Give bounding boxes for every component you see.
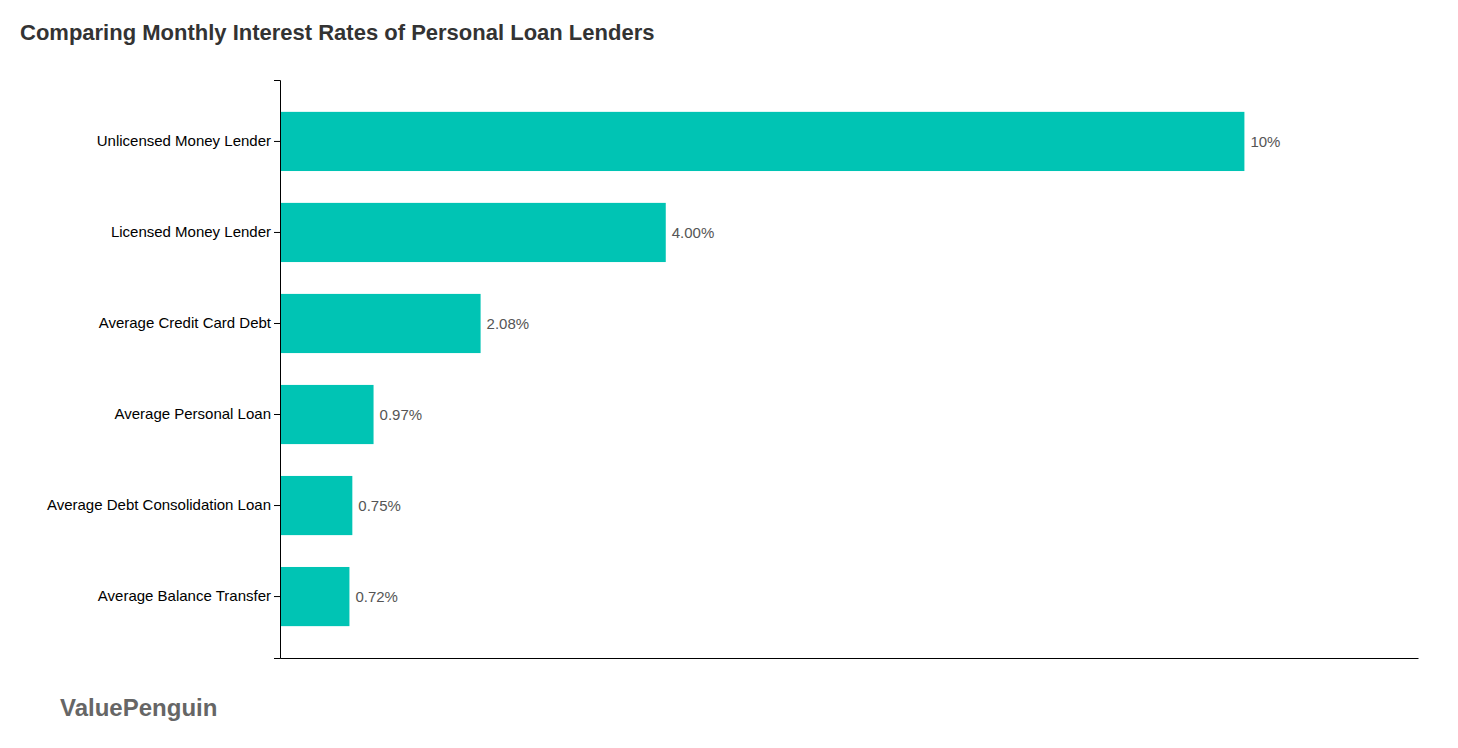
- y-tick-label: Average Credit Card Debt: [99, 314, 272, 331]
- data-label: 10%: [1250, 133, 1280, 150]
- y-tick: Unlicensed Money Lender: [97, 132, 280, 149]
- y-tick-mark: [274, 414, 280, 415]
- y-tick-label: Unlicensed Money Lender: [97, 132, 271, 149]
- data-label: 4.00%: [672, 224, 715, 241]
- y-tick: Average Credit Card Debt: [99, 314, 280, 331]
- bar: [280, 567, 349, 626]
- y-tick-label: Licensed Money Lender: [111, 223, 271, 240]
- bar: [280, 203, 666, 262]
- bar: [280, 385, 374, 444]
- y-tick-mark: [274, 323, 280, 324]
- y-axis-line: [274, 81, 281, 659]
- bar: [280, 476, 352, 535]
- y-tick-mark: [274, 232, 280, 233]
- data-labels: 0.72% 0.75% 0.97% 2.08% 4.00% 10%: [355, 133, 1280, 605]
- data-label: 2.08%: [487, 315, 530, 332]
- chart: Comparing Monthly Interest Rates of Pers…: [0, 0, 1458, 748]
- y-tick: Licensed Money Lender: [111, 223, 280, 240]
- y-tick-mark: [274, 596, 280, 597]
- title: Comparing Monthly Interest Rates of Pers…: [20, 20, 654, 45]
- bars: [280, 112, 1244, 626]
- data-label: 0.97%: [380, 406, 423, 423]
- y-tick: Average Personal Loan: [114, 405, 280, 422]
- x-axis: [281, 658, 1419, 659]
- y-tick-label: Average Personal Loan: [114, 405, 271, 422]
- y-tick-mark: [274, 505, 280, 506]
- y-tick: Average Debt Consolidation Loan: [47, 496, 280, 513]
- y-axis: Average Balance Transfer Average Debt Con…: [47, 81, 281, 659]
- data-label: 0.75%: [358, 497, 401, 514]
- bar: [280, 112, 1244, 171]
- plot: 0.72% 0.75% 0.97% 2.08% 4.00% 10% Average Bala…: [47, 81, 1419, 659]
- x-axis-line: [281, 658, 1419, 659]
- y-tick-label: Average Balance Transfer: [98, 587, 271, 604]
- data-label: 0.72%: [355, 588, 398, 605]
- bar: [280, 294, 481, 353]
- y-tick-label: Average Debt Consolidation Loan: [47, 496, 271, 513]
- y-tick-mark: [274, 141, 280, 142]
- y-tick: Average Balance Transfer: [98, 587, 280, 604]
- annotation: ValuePenguin: [60, 694, 217, 721]
